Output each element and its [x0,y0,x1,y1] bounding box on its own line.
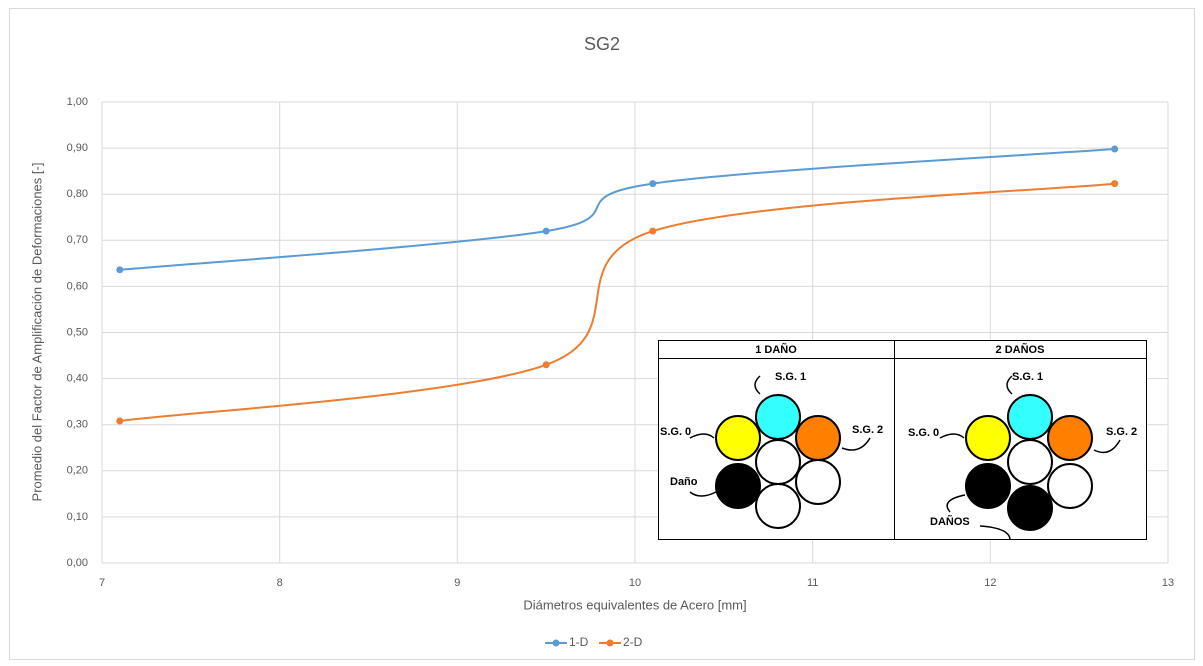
circle [1047,415,1093,461]
arrow [1006,375,1013,395]
y-tick-label: 0,70 [67,234,88,246]
inset-label: S.G. 2 [1106,426,1137,438]
circle [755,439,801,485]
point [1111,180,1119,188]
arrow [689,433,715,439]
arrow [754,375,761,395]
inset-title: 1 DAÑO [755,343,797,356]
circle [715,463,761,509]
point [649,227,657,235]
series-line [119,148,1115,271]
x-axis-label: Diámetros equivalentes de Acero [mm] [523,597,746,612]
y-tick-label: 0,90 [67,142,88,154]
circle [795,459,841,505]
x-tick-label: 10 [629,577,641,589]
circle [755,394,801,440]
legend-marker [606,639,614,647]
y-tick-label: 0,10 [67,511,88,523]
y-axis-label: Promedio del Factor de Amplificación de … [29,163,44,502]
inset-title: 2 DAÑOS [996,343,1045,356]
point [1111,145,1119,153]
inset-label: S.G. 0 [908,427,939,439]
x-tick-label: 12 [984,577,996,589]
x-tick-label: 9 [454,577,460,589]
arrow [1093,439,1121,454]
y-tick-label: 0,30 [67,419,88,431]
y-tick-label: 0,80 [67,188,88,200]
chart-title: SG2 [584,34,620,54]
inset-label: S.G. 1 [775,371,806,383]
inset-label: S.G. 2 [852,424,883,436]
point [542,227,550,235]
arrow [979,525,1011,541]
x-tick-label: 11 [807,577,818,589]
y-tick-label: 0,50 [67,326,88,338]
point [116,417,124,425]
circle [1047,463,1093,509]
y-tick-label: 0,20 [67,465,88,477]
circle [965,463,1011,509]
arrow [939,433,965,439]
circle [755,483,801,529]
circles [715,394,1093,531]
circle [715,415,761,461]
arrow [841,437,871,451]
point [649,180,657,188]
legend-label: 1-D [569,635,589,649]
inset-diagram: 1 DAÑO 2 DAÑOS [658,340,1147,541]
inset-label: S.G. 1 [1012,371,1043,383]
circle [965,415,1011,461]
x-tick-label: 13 [1162,577,1174,589]
circle [1007,394,1053,440]
arrow [946,494,966,513]
y-tick-label: 1,00 [67,96,88,108]
arrows [689,375,1121,541]
circle [1007,485,1053,531]
arrow [689,491,717,497]
legend: 1-D 2-D [545,635,643,649]
y-tick-label: 0,60 [67,280,88,292]
x-tick-label: 8 [277,577,283,589]
circle [1007,439,1053,485]
circle [795,415,841,461]
chart-frame [9,8,1195,660]
point [542,361,550,369]
x-tick-label: 7 [99,577,105,589]
inset-label: DAÑOS [930,515,970,528]
series-line [119,182,1115,423]
legend-label: 2-D [623,635,643,649]
inset-label: Daño [670,476,698,488]
y-tick-label: 0,40 [67,373,88,385]
legend-marker [552,639,560,647]
y-tick-label: 0,00 [67,557,88,569]
inset-label: S.G. 0 [660,426,691,438]
point [116,266,124,274]
